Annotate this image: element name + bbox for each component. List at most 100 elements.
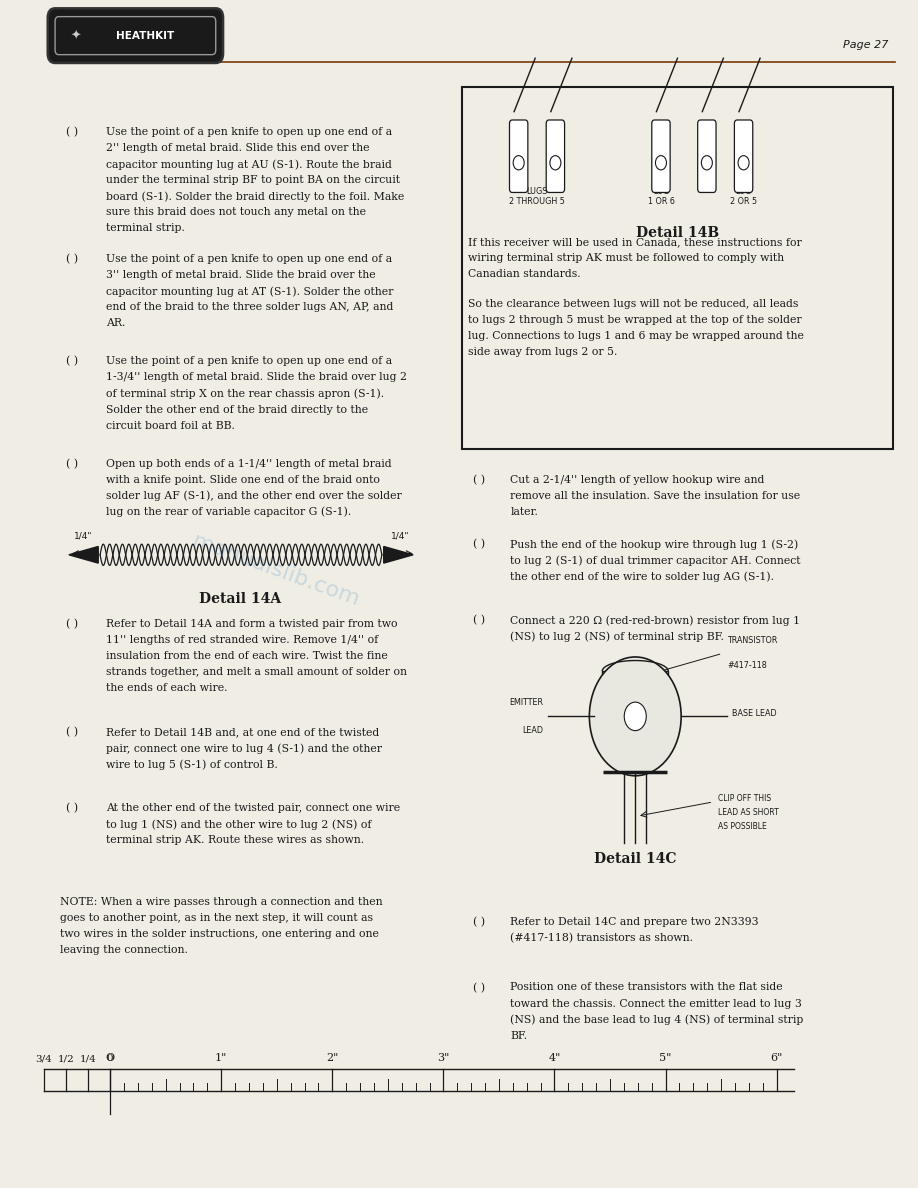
- Circle shape: [550, 156, 561, 170]
- Text: ✦: ✦: [70, 30, 81, 42]
- Text: terminal strip AK. Route these wires as shown.: terminal strip AK. Route these wires as …: [106, 835, 364, 845]
- Text: to lugs 2 through 5 must be wrapped at the top of the solder: to lugs 2 through 5 must be wrapped at t…: [468, 315, 801, 326]
- Text: the other end of the wire to solder lug AG (S-1).: the other end of the wire to solder lug …: [510, 571, 775, 582]
- Text: strands together, and melt a small amount of solder on: strands together, and melt a small amoun…: [106, 668, 407, 677]
- Text: to lug 1 (NS) and the other wire to lug 2 (NS) of: to lug 1 (NS) and the other wire to lug …: [106, 820, 371, 829]
- Text: wire to lug 5 (S-1) of control B.: wire to lug 5 (S-1) of control B.: [106, 759, 277, 770]
- Text: capacitor mounting lug at AT (S-1). Solder the other: capacitor mounting lug at AT (S-1). Sold…: [106, 286, 393, 297]
- Text: 1/2: 1/2: [58, 1054, 74, 1063]
- Text: ( ): ( ): [66, 127, 78, 138]
- Text: HEATHKIT: HEATHKIT: [116, 31, 174, 40]
- Text: Canadian standards.: Canadian standards.: [468, 270, 581, 279]
- Text: Page 27: Page 27: [844, 40, 889, 50]
- Text: circuit board foil at BB.: circuit board foil at BB.: [106, 421, 234, 430]
- Text: Use the point of a pen knife to open up one end of a: Use the point of a pen knife to open up …: [106, 356, 392, 366]
- Text: of terminal strip X on the rear chassis apron (S-1).: of terminal strip X on the rear chassis …: [106, 388, 384, 399]
- Text: (#417-118) transistors as shown.: (#417-118) transistors as shown.: [510, 934, 693, 943]
- FancyBboxPatch shape: [652, 120, 670, 192]
- FancyBboxPatch shape: [546, 120, 565, 192]
- Text: ( ): ( ): [66, 459, 78, 469]
- Text: side away from lugs 2 or 5.: side away from lugs 2 or 5.: [468, 347, 618, 356]
- Text: sure this braid does not touch any metal on the: sure this braid does not touch any metal…: [106, 208, 365, 217]
- Circle shape: [655, 156, 666, 170]
- Polygon shape: [69, 546, 98, 563]
- Text: Connect a 220 Ω (red-red-brown) resistor from lug 1: Connect a 220 Ω (red-red-brown) resistor…: [510, 615, 800, 626]
- Text: LEAD AS SHORT: LEAD AS SHORT: [718, 808, 778, 817]
- Text: Refer to Detail 14C and prepare two 2N3393: Refer to Detail 14C and prepare two 2N33…: [510, 917, 759, 927]
- Text: 2'' length of metal braid. Slide this end over the: 2'' length of metal braid. Slide this en…: [106, 144, 369, 153]
- Text: Refer to Detail 14A and form a twisted pair from two: Refer to Detail 14A and form a twisted p…: [106, 619, 397, 628]
- FancyBboxPatch shape: [48, 8, 223, 63]
- Text: ( ): ( ): [66, 254, 78, 265]
- Text: insulation from the end of each wire. Twist the fine: insulation from the end of each wire. Tw…: [106, 651, 387, 661]
- FancyBboxPatch shape: [509, 120, 528, 192]
- Circle shape: [738, 156, 749, 170]
- Text: LUG
2 OR 5: LUG 2 OR 5: [730, 187, 757, 206]
- Text: pair, connect one wire to lug 4 (S-1) and the other: pair, connect one wire to lug 4 (S-1) an…: [106, 744, 382, 753]
- Text: 1/4": 1/4": [390, 531, 409, 541]
- Text: wiring terminal strip AK must be followed to comply with: wiring terminal strip AK must be followe…: [468, 253, 784, 264]
- Text: Open up both ends of a 1-1/4'' length of metal braid: Open up both ends of a 1-1/4'' length of…: [106, 459, 391, 468]
- Text: LEAD: LEAD: [522, 726, 543, 735]
- Text: ( ): ( ): [66, 619, 78, 630]
- Text: Use the point of a pen knife to open up one end of a: Use the point of a pen knife to open up …: [106, 254, 392, 264]
- Text: O: O: [106, 1054, 115, 1063]
- Text: BASE LEAD: BASE LEAD: [732, 709, 777, 719]
- Text: board (S-1). Solder the braid directly to the foil. Make: board (S-1). Solder the braid directly t…: [106, 191, 404, 202]
- Text: ( ): ( ): [473, 475, 485, 486]
- FancyBboxPatch shape: [734, 120, 753, 192]
- Circle shape: [624, 702, 646, 731]
- Text: TRANSISTOR: TRANSISTOR: [727, 636, 778, 645]
- Text: CLIP OFF THIS: CLIP OFF THIS: [718, 794, 771, 803]
- Text: ( ): ( ): [66, 803, 78, 814]
- Text: toward the chassis. Connect the emitter lead to lug 3: toward the chassis. Connect the emitter …: [510, 998, 802, 1009]
- Polygon shape: [384, 546, 413, 563]
- Text: terminal strip.: terminal strip.: [106, 223, 185, 233]
- Text: LUGS
2 THROUGH 5: LUGS 2 THROUGH 5: [509, 187, 565, 206]
- Text: manualslib.com: manualslib.com: [189, 531, 362, 609]
- Bar: [462, 87, 893, 449]
- Text: Push the end of the hookup wire through lug 1 (S-2): Push the end of the hookup wire through …: [510, 539, 799, 550]
- Text: 6": 6": [770, 1054, 783, 1063]
- Text: two wires in the solder instructions, one entering and one: two wires in the solder instructions, on…: [60, 929, 378, 939]
- Text: 0: 0: [106, 1054, 114, 1063]
- Text: EMITTER: EMITTER: [509, 697, 543, 707]
- Text: LUG
1 OR 6: LUG 1 OR 6: [647, 187, 675, 206]
- Circle shape: [589, 657, 681, 776]
- Text: lug. Connections to lugs 1 and 6 may be wrapped around the: lug. Connections to lugs 1 and 6 may be …: [468, 330, 804, 341]
- Text: Position one of these transistors with the flat side: Position one of these transistors with t…: [510, 982, 783, 992]
- Text: under the terminal strip BF to point BA on the circuit: under the terminal strip BF to point BA …: [106, 175, 399, 185]
- Text: leaving the connection.: leaving the connection.: [60, 946, 187, 955]
- Text: 3/4: 3/4: [36, 1054, 52, 1063]
- Text: Detail 14A: Detail 14A: [199, 592, 282, 606]
- Text: 1": 1": [215, 1054, 228, 1063]
- Text: Refer to Detail 14B and, at one end of the twisted: Refer to Detail 14B and, at one end of t…: [106, 727, 379, 737]
- Text: (NS) to lug 2 (NS) of terminal strip BF.: (NS) to lug 2 (NS) of terminal strip BF.: [510, 632, 724, 642]
- Text: Solder the other end of the braid directly to the: Solder the other end of the braid direct…: [106, 404, 368, 415]
- Text: At the other end of the twisted pair, connect one wire: At the other end of the twisted pair, co…: [106, 803, 399, 813]
- Text: ( ): ( ): [473, 982, 485, 993]
- Text: Use the point of a pen knife to open up one end of a: Use the point of a pen knife to open up …: [106, 127, 392, 137]
- Text: end of the braid to the three solder lugs AN, AP, and: end of the braid to the three solder lug…: [106, 302, 393, 312]
- Circle shape: [701, 156, 712, 170]
- Text: 1/4: 1/4: [80, 1054, 96, 1063]
- Text: solder lug AF (S-1), and the other end over the solder: solder lug AF (S-1), and the other end o…: [106, 491, 401, 501]
- Text: ( ): ( ): [473, 539, 485, 550]
- Text: 11'' lengths of red stranded wire. Remove 1/4'' of: 11'' lengths of red stranded wire. Remov…: [106, 634, 378, 645]
- Text: 1/4": 1/4": [74, 531, 93, 541]
- Circle shape: [513, 156, 524, 170]
- Text: BF.: BF.: [510, 1031, 528, 1041]
- Text: ( ): ( ): [66, 356, 78, 367]
- Text: 3'' length of metal braid. Slide the braid over the: 3'' length of metal braid. Slide the bra…: [106, 270, 375, 280]
- Text: AS POSSIBLE: AS POSSIBLE: [718, 822, 767, 832]
- Text: to lug 2 (S-1) of dual trimmer capacitor AH. Connect: to lug 2 (S-1) of dual trimmer capacitor…: [510, 555, 800, 565]
- Text: Detail 14C: Detail 14C: [594, 852, 677, 866]
- Text: 3": 3": [437, 1054, 450, 1063]
- FancyBboxPatch shape: [55, 17, 216, 55]
- Text: AR.: AR.: [106, 318, 125, 328]
- Text: remove all the insulation. Save the insulation for use: remove all the insulation. Save the insu…: [510, 492, 800, 501]
- Text: NOTE: When a wire passes through a connection and then: NOTE: When a wire passes through a conne…: [60, 897, 382, 906]
- Text: later.: later.: [510, 507, 538, 517]
- Text: the ends of each wire.: the ends of each wire.: [106, 683, 227, 693]
- Text: So the clearance between lugs will not be reduced, all leads: So the clearance between lugs will not b…: [468, 299, 799, 309]
